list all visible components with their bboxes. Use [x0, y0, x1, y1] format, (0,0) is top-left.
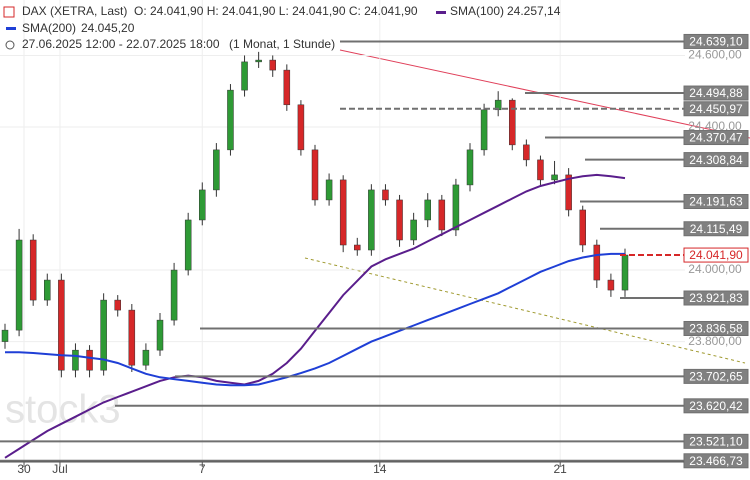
- level-box: [683, 221, 749, 237]
- candle-body: [241, 61, 248, 91]
- level-label: 24.494,88: [689, 86, 743, 100]
- x-tick-label: Jul: [52, 462, 67, 476]
- legend-label: SMA(100): [450, 4, 504, 18]
- candle-body: [424, 199, 431, 221]
- legend-label: SMA(200): [22, 21, 76, 35]
- candle-body: [297, 104, 305, 151]
- candle-body: [255, 59, 262, 63]
- level-box: [683, 152, 749, 168]
- level-box: [683, 85, 749, 101]
- candle-body: [269, 59, 276, 71]
- candle-body: [184, 219, 192, 271]
- candle-body: [227, 89, 234, 151]
- candle-body: [551, 174, 558, 181]
- candle-body: [142, 349, 150, 366]
- legend-swatch: [6, 27, 16, 30]
- candle-body: [593, 244, 601, 281]
- level-box: [683, 453, 749, 469]
- candle-body: [156, 319, 164, 351]
- level-label: 23.620,42: [689, 399, 743, 413]
- level-box: [683, 101, 749, 117]
- candle-body: [199, 189, 206, 221]
- candle-body: [325, 179, 333, 201]
- sma-line: [4, 173, 626, 459]
- watermark: stock3: [5, 388, 121, 432]
- candle-body: [382, 189, 389, 201]
- sma-line: [5, 252, 625, 387]
- level-label: 23.921,83: [689, 291, 743, 305]
- candle-body: [537, 159, 544, 181]
- candle-body: [565, 174, 572, 211]
- level-box: [683, 194, 749, 210]
- level-box: [683, 320, 749, 336]
- candle-body: [170, 269, 178, 321]
- y-tick-label: 23.800,00: [688, 334, 742, 348]
- candle-body: [621, 254, 629, 291]
- candle-body: [523, 144, 530, 161]
- legend-value: 24.045,20: [81, 21, 135, 35]
- candle-body: [354, 244, 361, 251]
- candle-body: [100, 299, 107, 371]
- candle-body: [283, 69, 291, 106]
- y-tick-label: 24.000,00: [688, 262, 742, 276]
- candle-body: [339, 179, 347, 246]
- candle-body: [579, 209, 586, 246]
- period: (1 Monat, 1 Stunde): [229, 37, 335, 51]
- icon: [3, 6, 15, 18]
- title: DAX (XETRA, Last): [22, 4, 127, 18]
- level-box: [683, 33, 749, 49]
- level-label: 24.041,90: [689, 248, 743, 262]
- candle-body: [368, 189, 375, 251]
- candle-body: [1, 329, 9, 342]
- legend-value: 24.257,14: [507, 4, 561, 18]
- level-box: [683, 247, 749, 263]
- level-label: 23.466,73: [689, 454, 743, 468]
- x-tick-label: 14: [373, 462, 387, 476]
- level-label: 24.308,84: [689, 153, 743, 167]
- candle-body: [466, 149, 474, 186]
- candle-body: [15, 239, 23, 331]
- x-tick-label: 30: [17, 462, 31, 476]
- candle-body: [213, 149, 220, 191]
- candle-body: [509, 99, 516, 146]
- candle-body: [311, 149, 319, 201]
- x-tick-label: 7: [199, 462, 206, 476]
- level-label: 24.639,10: [689, 35, 743, 49]
- legend-swatch: [436, 11, 446, 14]
- level-label: 24.191,63: [689, 195, 743, 209]
- level-box: [683, 130, 749, 146]
- level-label: 24.370,47: [689, 131, 743, 145]
- candle-body: [114, 299, 121, 311]
- candle-body: [452, 184, 460, 231]
- candle-body: [86, 349, 93, 371]
- level-label: 24.450,97: [689, 102, 743, 116]
- candle-body: [128, 309, 136, 366]
- candle-body: [72, 349, 79, 371]
- subtitle: 27.06.2025 12:00 - 22.07.2025 18:00: [22, 37, 220, 51]
- x-tick-label: 21: [554, 462, 568, 476]
- level-box: [683, 398, 749, 414]
- level-box: [683, 368, 749, 384]
- candle-body: [396, 199, 403, 241]
- candle-body: [44, 279, 51, 301]
- level-label: 23.836,58: [689, 322, 743, 336]
- level-box: [683, 433, 749, 449]
- candle-body: [29, 239, 37, 301]
- ohlc: O: 24.041,90 H: 24.041,90 L: 24.041,90 C…: [134, 4, 418, 18]
- candle-body: [494, 99, 502, 111]
- level-label: 23.702,65: [689, 370, 743, 384]
- y-tick-label: 24.400,00: [688, 119, 742, 133]
- candle-body: [58, 279, 65, 371]
- level-label: 24.115,49: [690, 222, 743, 236]
- clock-icon: [5, 40, 15, 50]
- y-tick-label: 24.600,00: [688, 48, 742, 62]
- candle-body: [438, 199, 446, 231]
- level-box: [683, 290, 749, 306]
- level-label: 23.521,10: [689, 435, 743, 449]
- candle-body: [480, 109, 488, 151]
- candle-body: [607, 279, 615, 291]
- candle-body: [410, 219, 417, 241]
